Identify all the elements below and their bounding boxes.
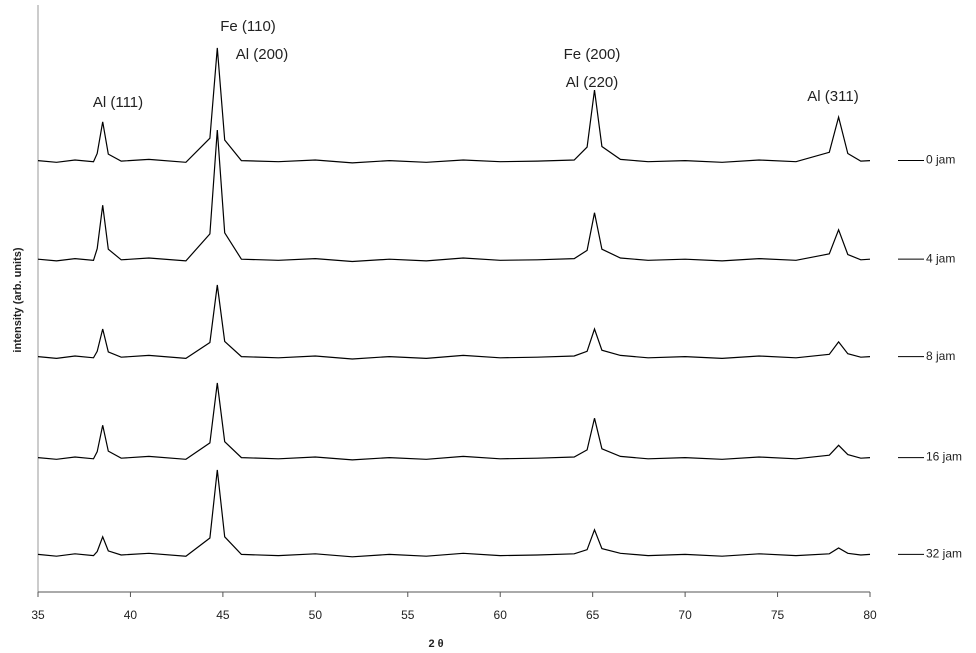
spectrum-line <box>37 469 871 558</box>
x-tick-label: 45 <box>216 608 230 622</box>
legend-label: 0 jam <box>926 153 955 167</box>
legend-label: 4 jam <box>926 251 955 265</box>
peak-annotation: Al (220) <box>566 74 619 91</box>
peak-annotation: Al (111) <box>93 94 143 111</box>
legend-label: 32 jam <box>926 547 962 561</box>
peak-annotation: Fe (110) <box>220 18 276 35</box>
x-tick-label: 35 <box>31 608 45 622</box>
x-tick-label: 50 <box>309 608 323 622</box>
legend-label: 8 jam <box>926 349 955 363</box>
x-tick-label: 70 <box>678 608 692 622</box>
y-axis-label: intensity (arb. units) <box>12 247 24 352</box>
x-tick-label: 75 <box>771 608 785 622</box>
x-axis-label: 2 θ <box>428 638 443 650</box>
spectrum-line <box>37 47 871 164</box>
peak-annotation: Fe (200) <box>564 46 621 63</box>
legend-label: 16 jam <box>926 450 962 464</box>
spectrum-line <box>37 382 871 461</box>
peak-annotation: Al (311) <box>807 88 858 105</box>
spectrum-line <box>37 129 871 263</box>
peak-annotation: Al (200) <box>236 46 289 63</box>
spectrum-line <box>37 284 871 360</box>
x-tick-label: 60 <box>494 608 508 622</box>
x-tick-label: 40 <box>124 608 138 622</box>
x-tick-label: 55 <box>401 608 415 622</box>
x-tick-label: 80 <box>863 608 877 622</box>
x-tick-label: 65 <box>586 608 600 622</box>
